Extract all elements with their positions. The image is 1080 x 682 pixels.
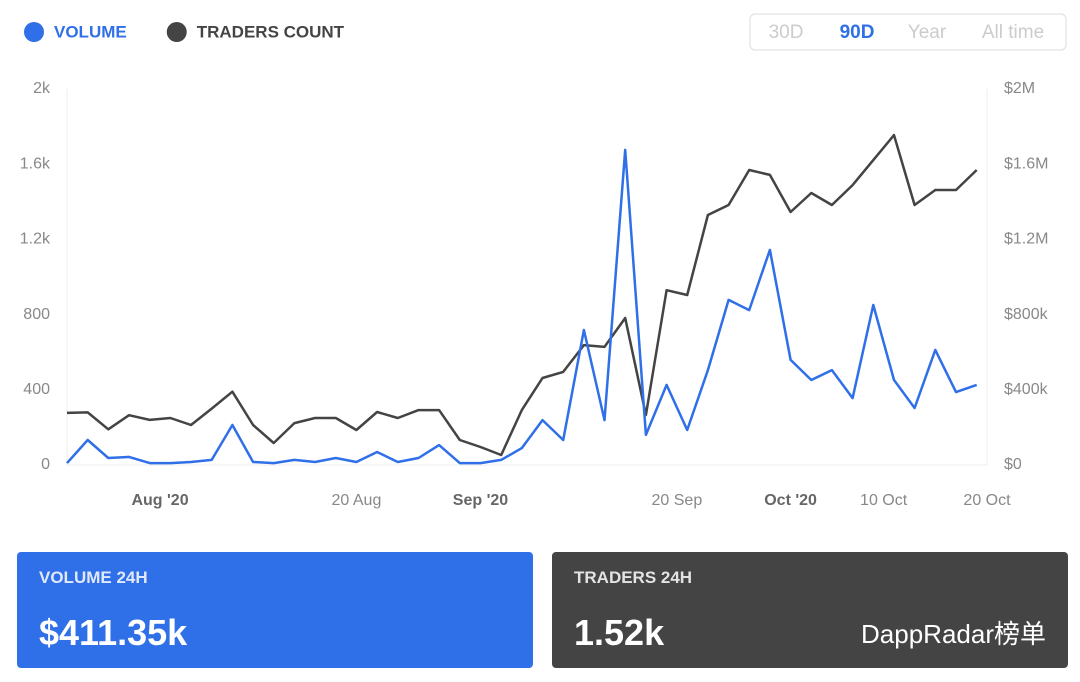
y-tick-label: 400	[23, 381, 50, 398]
card-value: $411.35k	[39, 612, 188, 653]
x-tick-label: Sep '20	[453, 492, 508, 509]
y-tick-label: 1.6k	[20, 155, 51, 172]
y-tick-label: 800	[23, 306, 50, 323]
x-tick-label: 10 Oct	[860, 492, 908, 509]
period-box	[749, 13, 1067, 51]
y-tick-label: 2k	[33, 80, 51, 97]
traders-card: TRADERS 24H 1.52k DappRadar榜单	[552, 552, 1068, 668]
legend-label: TRADERS COUNT	[197, 22, 345, 41]
legend-marker	[166, 22, 187, 42]
y2-tick-label: $400k	[1004, 381, 1049, 398]
legend-marker	[24, 22, 44, 42]
series-line	[66, 148, 978, 465]
y-tick-label: 0	[41, 456, 50, 473]
y2-tick-label: $800k	[1004, 306, 1049, 323]
card-title: VOLUME 24H	[39, 568, 148, 587]
period-button[interactable]: 30D	[769, 22, 804, 43]
y2-tick-label: $1.2M	[1004, 231, 1048, 248]
y-tick-label: 1.2k	[20, 231, 51, 248]
y2-tick-label: $2M	[1004, 80, 1035, 97]
card-value: 1.52k	[574, 612, 665, 653]
x-tick-label: Aug '20	[131, 492, 188, 509]
x-tick-label: 20 Aug	[332, 492, 382, 509]
x-tick-label: 20 Sep	[652, 492, 703, 509]
x-tick-label: Oct '20	[764, 492, 817, 509]
y2-tick-label: $1.6M	[1004, 155, 1048, 172]
y2-tick-label: $0	[1004, 456, 1022, 473]
volume-card: VOLUME 24H $411.35k	[17, 552, 533, 668]
series-line	[66, 133, 978, 457]
legend-label: VOLUME	[54, 22, 127, 41]
period-button[interactable]: Year	[908, 22, 947, 43]
period-button[interactable]: 90D	[840, 22, 875, 43]
chart: 0 400 800 1.2k 1.6k 2k $0 $400k $800k $1.2M $1.6M $…	[20, 13, 1067, 509]
period-button[interactable]: All time	[982, 22, 1044, 43]
x-tick-label: 20 Oct	[963, 492, 1011, 509]
card-title: TRADERS 24H	[574, 568, 693, 587]
watermark: DappRadar榜单	[861, 619, 1046, 649]
